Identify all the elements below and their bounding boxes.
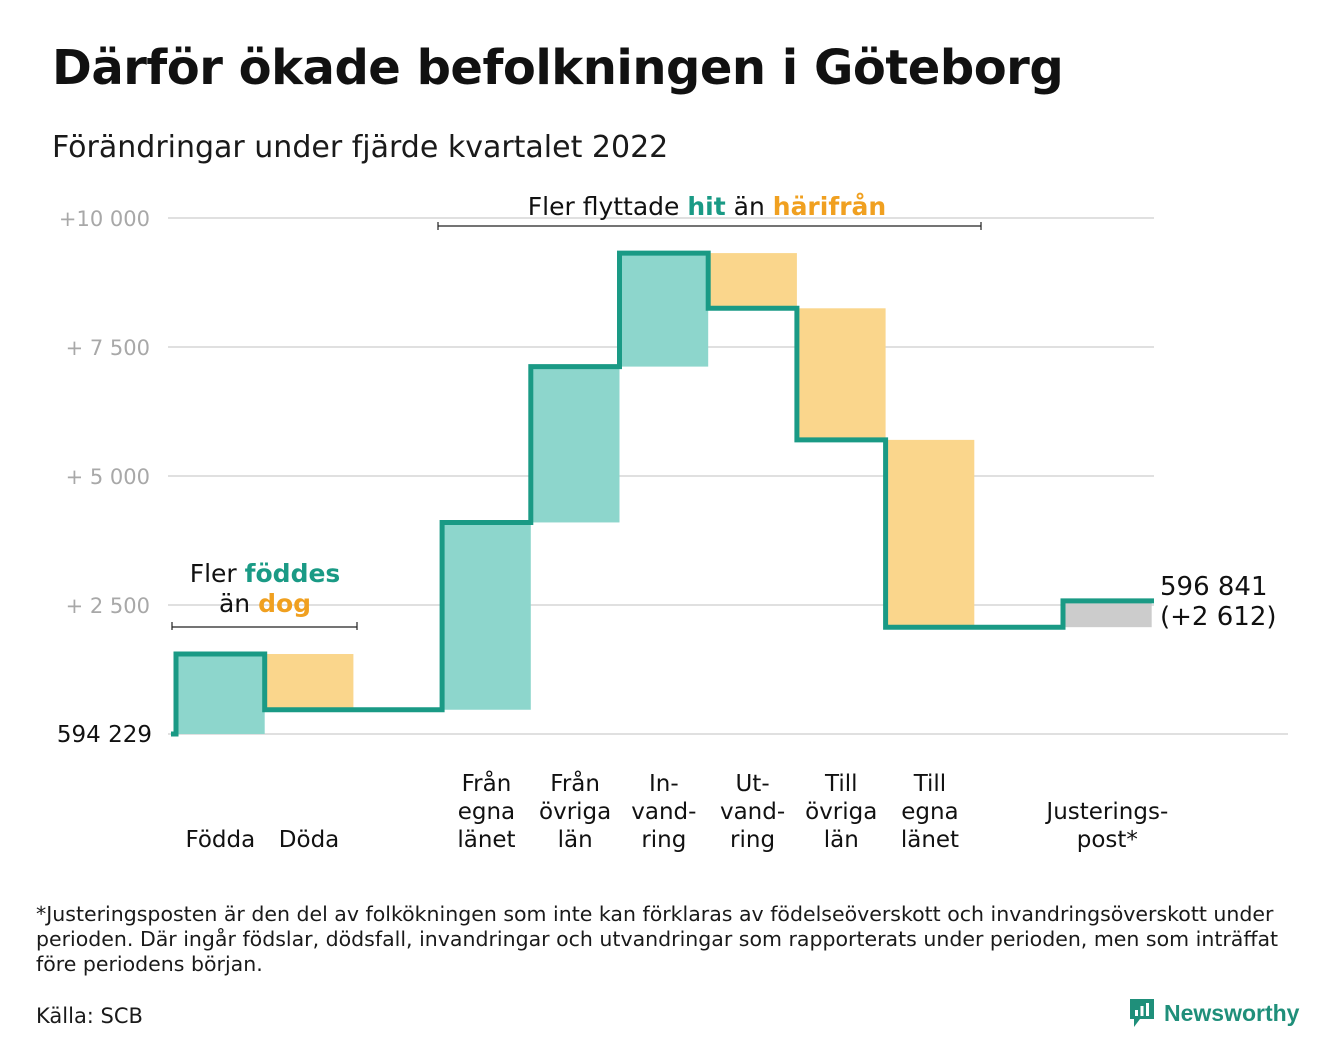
bar	[796, 308, 886, 440]
y-tick-label: + 2 500	[66, 594, 150, 618]
category-label: övriga	[539, 799, 611, 825]
category-label: Döda	[279, 827, 339, 853]
newsworthy-logo[interactable]: Newsworthy	[1128, 996, 1299, 1030]
footnote: *Justeringsposten är den del av folkökni…	[36, 902, 1279, 976]
births-annotation-line2: än dog	[219, 589, 311, 618]
y-tick-label: + 5 000	[66, 465, 150, 489]
category-label: ring	[641, 827, 686, 853]
category-label: In-	[649, 771, 679, 797]
category-label: län	[558, 827, 593, 853]
category-label: ring	[730, 827, 775, 853]
bar	[442, 522, 531, 710]
brand-name: Newsworthy	[1164, 999, 1300, 1026]
bar	[530, 366, 620, 523]
category-label: Ut-	[735, 771, 769, 797]
category-label: länet	[901, 827, 959, 853]
source-label: Källa: SCB	[36, 1004, 143, 1028]
category-label: Justerings-	[1044, 799, 1168, 825]
category-label: Till	[824, 771, 858, 797]
category-label: övriga	[805, 799, 877, 825]
category-label: post*	[1077, 827, 1138, 853]
bar	[1063, 600, 1152, 628]
bar	[708, 253, 797, 309]
bar	[264, 654, 354, 710]
chart-title: Därför ökade befolkningen i Göteborg	[52, 40, 1064, 96]
category-label: län	[824, 827, 859, 853]
y-tick-label: + 7 500	[66, 336, 150, 360]
start-value-label: 594 229	[57, 722, 152, 748]
births-bracket	[171, 622, 358, 630]
y-tick-label: +10 000	[59, 207, 150, 231]
migration-annotation: Fler flyttade hit än härifrån	[528, 192, 886, 221]
migration-bracket	[437, 222, 982, 230]
category-label: Till	[913, 771, 947, 797]
category-label: vand-	[631, 799, 696, 825]
waterfall-chart: + 2 500 + 5 000 + 7 500 +10 000 594 229 Födda…	[57, 192, 1288, 853]
end-value-label: 596 841	[1160, 572, 1268, 602]
category-label: Födda	[185, 827, 255, 853]
bar	[885, 439, 975, 628]
speech-bubble-chart-icon	[1130, 999, 1154, 1027]
bar	[619, 253, 709, 367]
births-annotation-line1: Fler föddes	[190, 559, 341, 588]
category-label: egna	[458, 799, 515, 825]
end-change-label: (+2 612)	[1160, 602, 1277, 632]
category-label: Från	[550, 769, 600, 797]
chart-subtitle: Förändringar under fjärde kvartalet 2022	[52, 130, 669, 165]
category-label: vand-	[720, 799, 785, 825]
category-label: länet	[457, 827, 515, 853]
category-label: egna	[901, 799, 958, 825]
running-total-line	[171, 250, 1154, 737]
bar	[176, 654, 265, 734]
category-label: Från	[462, 769, 512, 797]
